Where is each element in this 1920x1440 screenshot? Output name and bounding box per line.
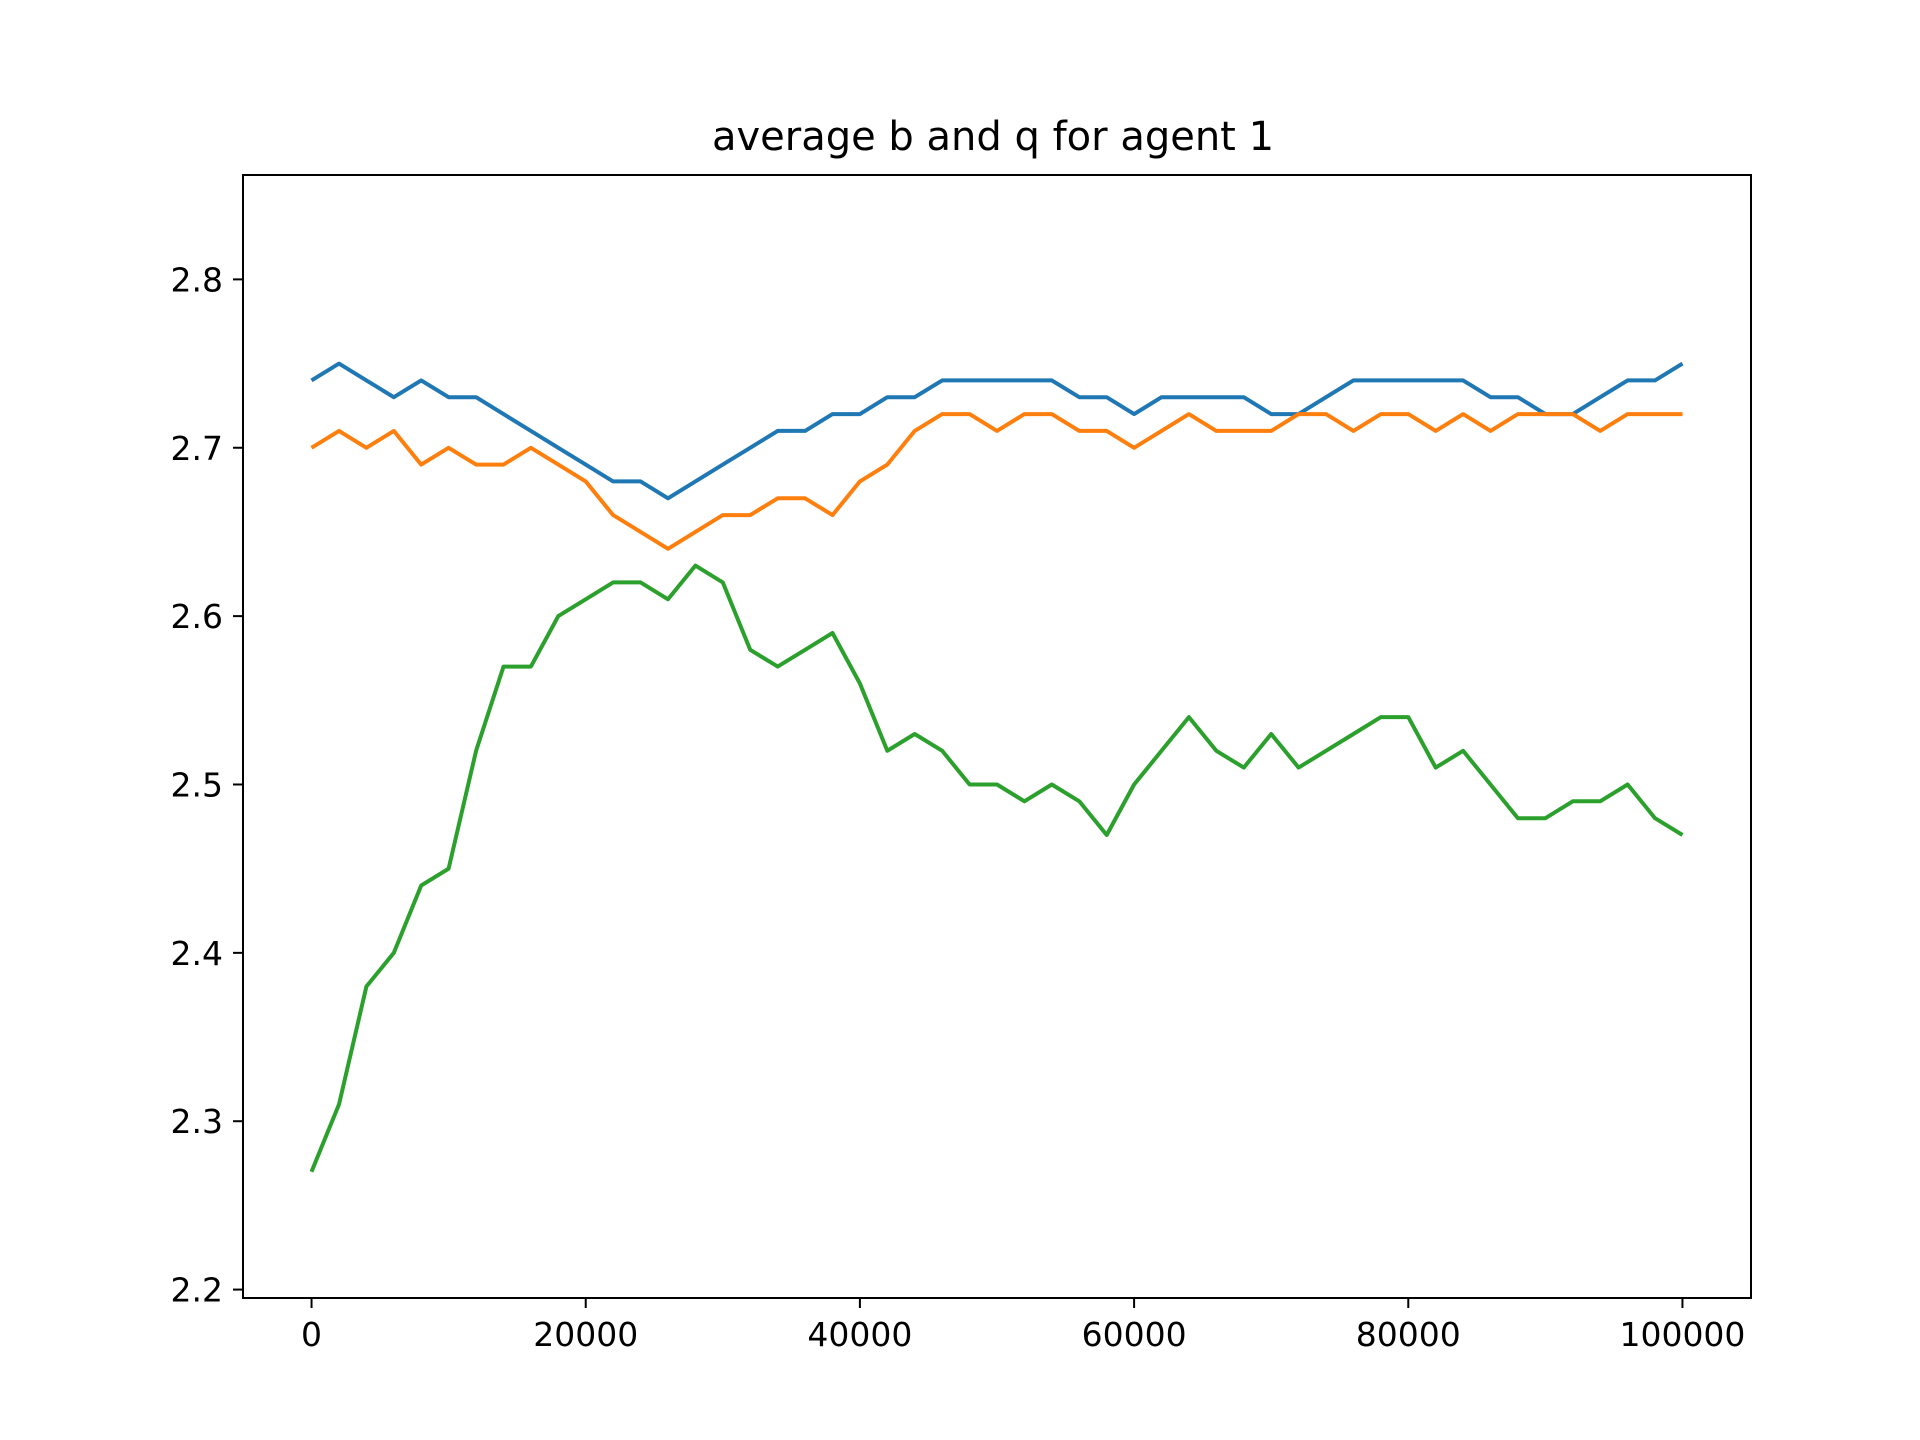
x-tick-label: 80000 — [1356, 1315, 1461, 1354]
series-line-1 — [310, 361, 1684, 501]
y-axis: 2.2 2.3 2.4 2.5 2.6 2.7 2.8 — [171, 260, 243, 1310]
y-tick-label: 2.2 — [171, 1271, 223, 1310]
series-line-3 — [309, 563, 1684, 1173]
y-tick-label: 2.6 — [171, 597, 223, 636]
x-tick-label: 40000 — [807, 1315, 912, 1354]
y-tick-label: 2.4 — [171, 934, 223, 973]
series-layer — [309, 361, 1684, 1173]
y-tick-label: 2.7 — [171, 429, 223, 468]
plot-frame — [242, 174, 1752, 1299]
y-tick-label: 2.5 — [171, 765, 223, 804]
series-line-2 — [310, 412, 1683, 551]
x-axis: 0 20000 40000 60000 80000 100000 — [301, 1298, 1745, 1354]
chart-title: average b and q for agent 1 — [712, 114, 1274, 160]
x-tick-label: 60000 — [1082, 1315, 1187, 1354]
y-tick-label: 2.3 — [171, 1102, 223, 1141]
x-tick-label: 100000 — [1619, 1315, 1745, 1354]
x-tick-label: 0 — [301, 1315, 322, 1354]
y-tick-label: 2.8 — [171, 260, 223, 299]
x-tick-label: 20000 — [533, 1315, 638, 1354]
